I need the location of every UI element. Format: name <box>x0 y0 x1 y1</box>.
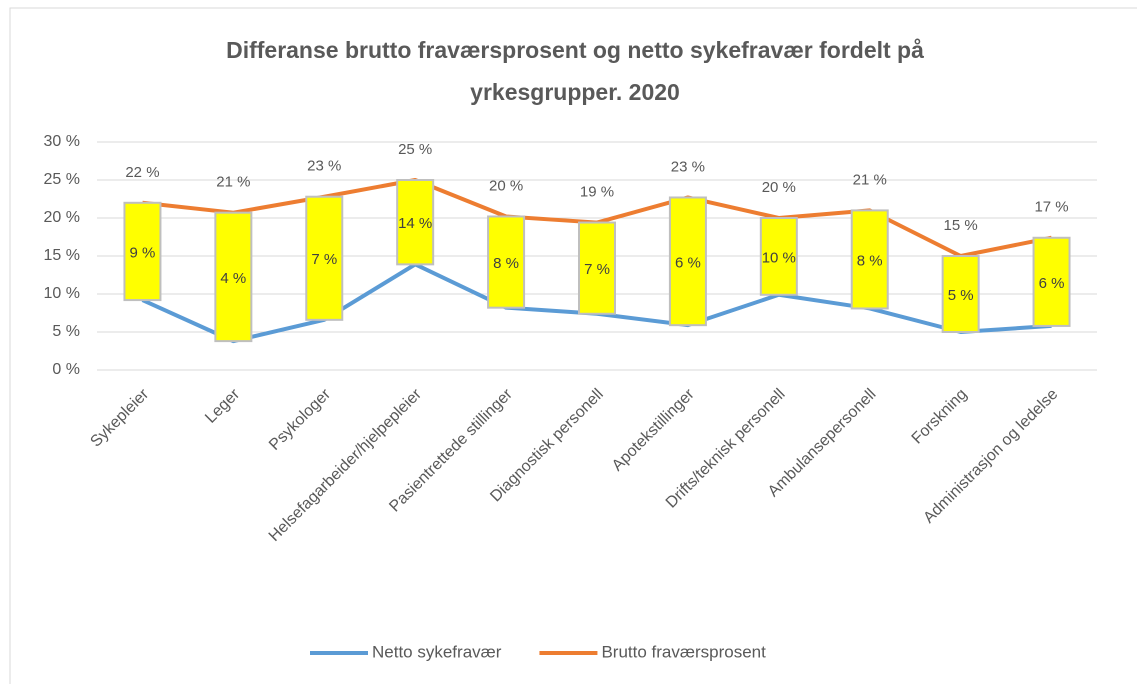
y-tick-label: 15 % <box>44 247 80 264</box>
chart-frame <box>9 7 1137 684</box>
y-tick-label: 10 % <box>44 285 80 302</box>
legend-label: Netto sykefravær <box>372 642 502 661</box>
up-down-bar <box>850 209 889 310</box>
data-label: 15 % <box>944 217 978 234</box>
y-tick-label: 5 % <box>52 323 80 340</box>
data-label: 22 % <box>125 164 159 181</box>
data-label: 21 % <box>853 171 887 188</box>
data-label: 5 % <box>948 287 974 304</box>
data-label: 14 % <box>398 215 432 232</box>
up-down-bar <box>305 195 344 321</box>
data-label: 21 % <box>216 174 250 191</box>
data-label: 20 % <box>762 179 796 196</box>
data-label: 7 % <box>311 251 337 268</box>
data-label: 8 % <box>493 255 519 272</box>
legend-label: Brutto fraværsprosent <box>601 642 766 661</box>
data-label: 23 % <box>307 158 341 175</box>
up-down-bar <box>214 211 253 343</box>
data-label: 4 % <box>220 270 246 287</box>
y-tick-label: 0 % <box>52 361 80 378</box>
y-tick-label: 20 % <box>44 209 80 226</box>
data-label: 23 % <box>671 158 705 175</box>
data-label: 19 % <box>580 184 614 201</box>
y-tick-label: 30 % <box>44 133 80 150</box>
data-label: 9 % <box>130 244 156 261</box>
data-label: 20 % <box>489 177 523 194</box>
data-label: 17 % <box>1034 199 1068 216</box>
up-down-bar <box>487 215 526 309</box>
chart-title: yrkesgrupper. 2020 <box>470 79 680 105</box>
y-tick-label: 25 % <box>44 171 80 188</box>
up-down-bar <box>668 196 707 327</box>
data-label: 8 % <box>857 252 883 269</box>
chart-title: Differanse brutto fraværsprosent og nett… <box>226 37 924 63</box>
data-label: 6 % <box>1039 275 1065 292</box>
data-label: 7 % <box>584 261 610 278</box>
data-label: 10 % <box>762 249 796 266</box>
up-down-bar <box>1032 236 1071 327</box>
up-down-bar <box>123 201 162 302</box>
up-down-bar <box>941 255 980 333</box>
up-down-bar <box>578 221 616 315</box>
data-label: 6 % <box>675 254 701 271</box>
up-down-bar <box>396 179 435 266</box>
data-label: 25 % <box>398 141 432 158</box>
up-down-bar <box>759 217 798 296</box>
